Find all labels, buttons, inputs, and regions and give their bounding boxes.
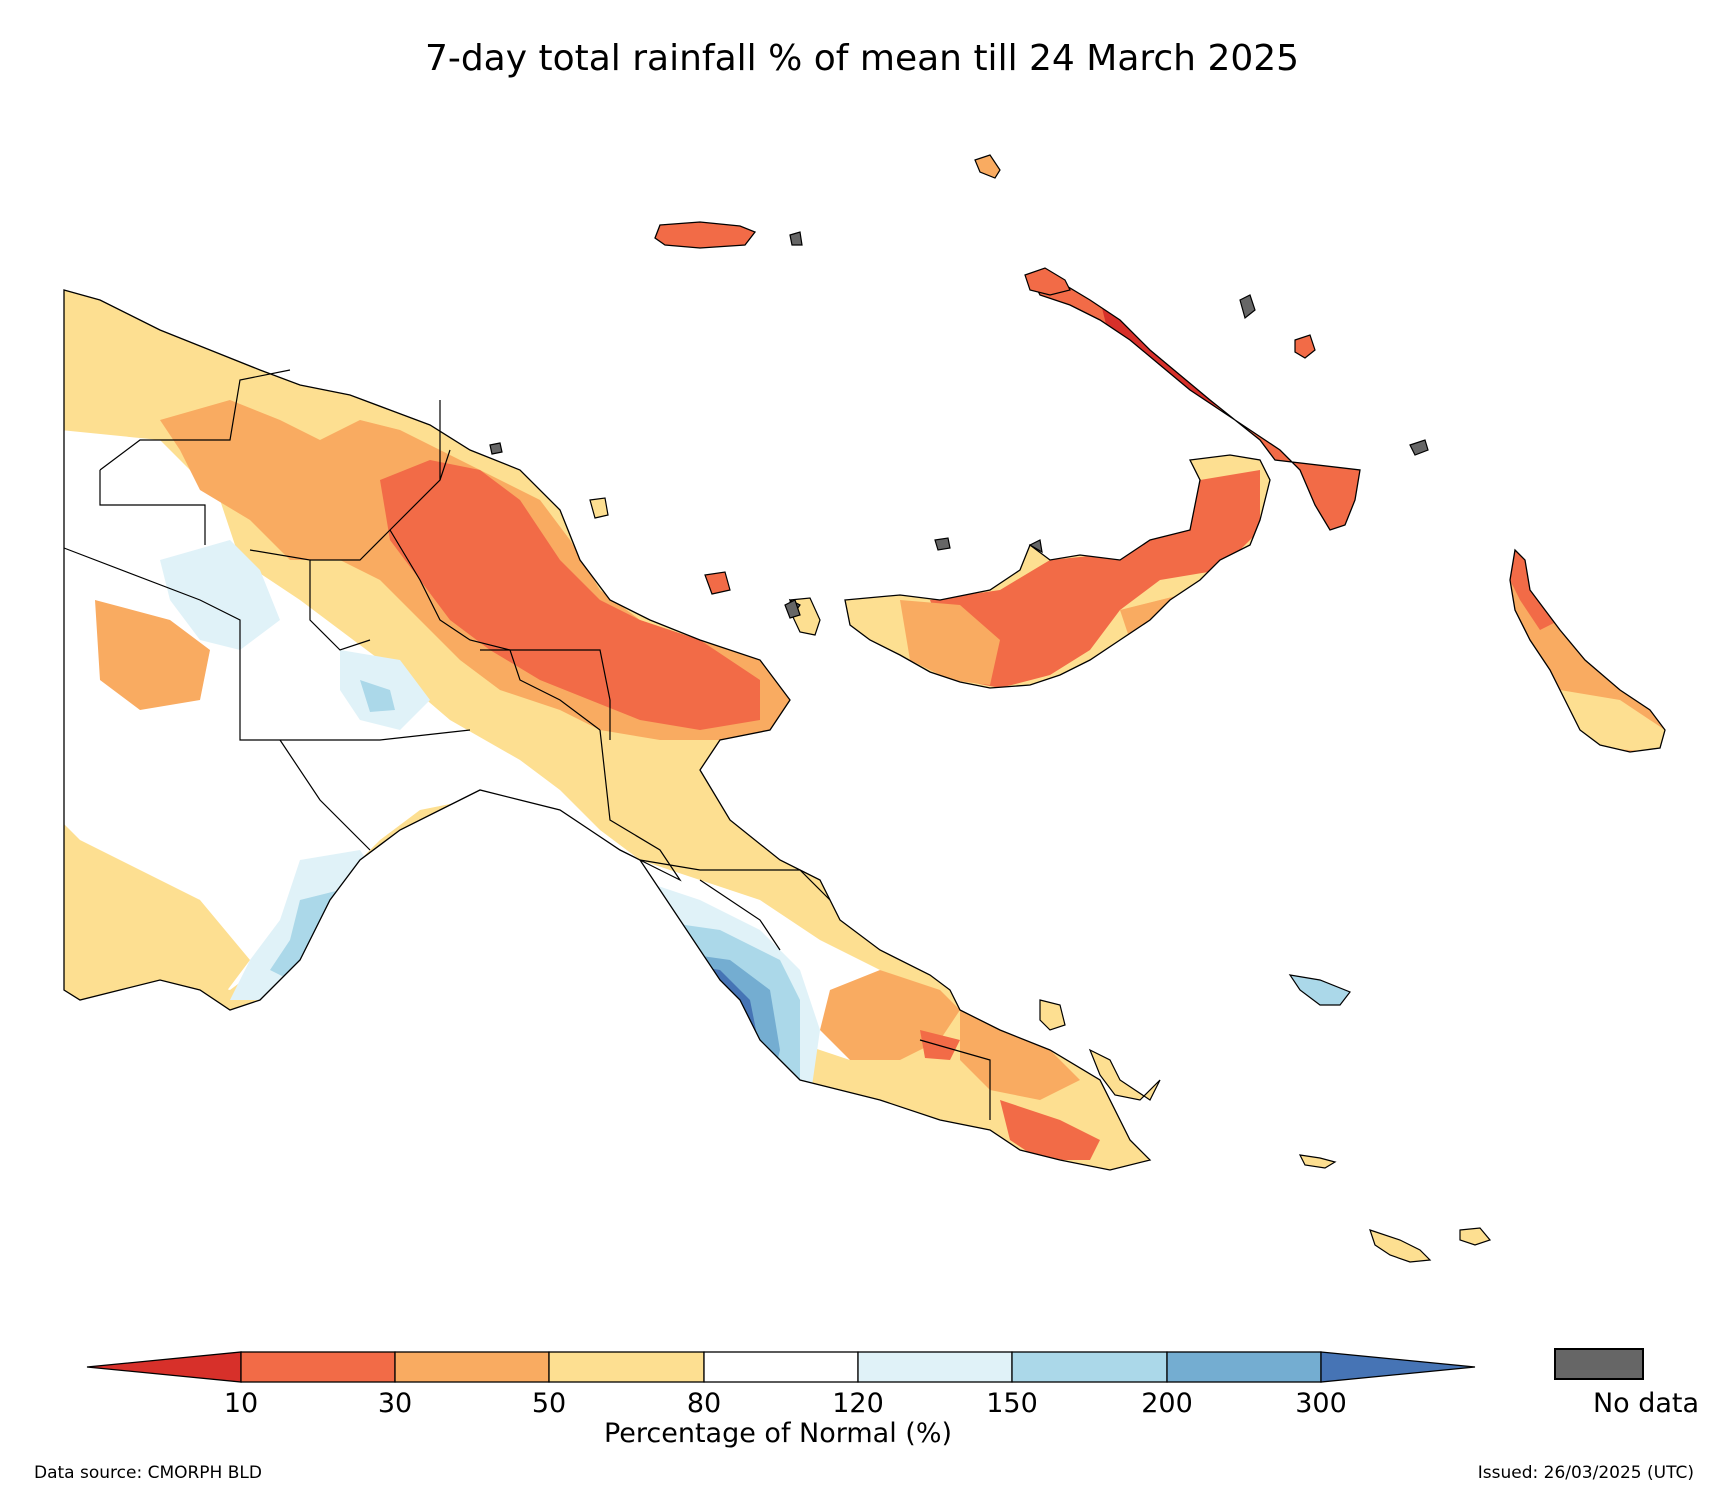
no-data-label: No data — [1592, 1388, 1700, 1419]
bougainville-coastline — [1509, 548, 1666, 753]
map-title: 7-day total rainfall % of mean till 24 M… — [424, 38, 1300, 79]
colorbar-extend-high — [1320, 1351, 1476, 1383]
mainland-rainfall — [64, 290, 1150, 1170]
issued-date: Issued: 26/03/2025 (UTC) — [1477, 1463, 1694, 1483]
colorbar-bin — [703, 1351, 859, 1383]
colorbar-tick: 10 — [223, 1388, 259, 1419]
colorbar-tick: 200 — [1141, 1388, 1193, 1419]
colorbar-tick: 80 — [686, 1388, 722, 1419]
colorbar — [86, 1351, 1476, 1383]
new-ireland-rainfall — [1030, 275, 1360, 530]
no-data-swatch — [1554, 1348, 1644, 1380]
colorbar-bin — [1011, 1351, 1168, 1383]
colorbar-label: Percentage of Normal (%) — [603, 1418, 953, 1449]
new-britain-rainfall — [845, 455, 1270, 688]
colorbar-extend-low — [86, 1351, 242, 1383]
colorbar-tick: 120 — [832, 1388, 884, 1419]
small-islands — [489, 154, 1492, 1263]
colorbar-bin — [240, 1351, 396, 1383]
manus-island — [654, 221, 757, 249]
new-ireland-coastline — [1028, 274, 1361, 531]
province-boundaries — [63, 369, 991, 1120]
data-source: Data source: CMORPH BLD — [34, 1463, 262, 1483]
colorbar-tick: 300 — [1295, 1388, 1347, 1419]
colorbar-bin — [394, 1351, 550, 1383]
colorbar-tick: 150 — [986, 1388, 1038, 1419]
colorbar-tick: 50 — [531, 1388, 567, 1419]
colorbar-bin — [857, 1351, 1013, 1383]
colorbar-tick: 30 — [377, 1388, 413, 1419]
colorbar-bin — [548, 1351, 705, 1383]
new-britain-coastline — [844, 454, 1271, 689]
colorbar-bin — [1166, 1351, 1322, 1383]
mainland-coastline — [63, 289, 1152, 1171]
